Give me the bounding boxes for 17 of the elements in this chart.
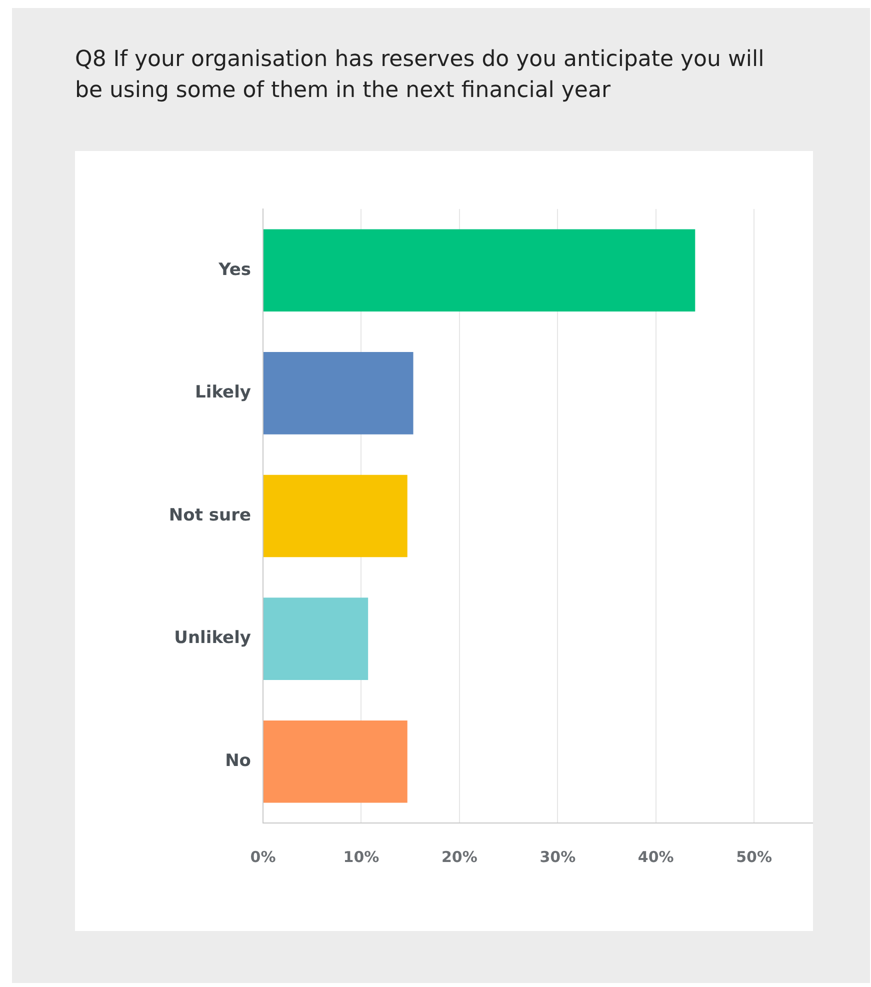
x-tick-label: 50% bbox=[736, 848, 772, 866]
bar bbox=[264, 229, 696, 312]
x-tick-label: 30% bbox=[540, 848, 576, 866]
x-tick-label: 40% bbox=[638, 848, 674, 866]
y-tick-label: Likely bbox=[195, 382, 251, 403]
y-tick-label: No bbox=[225, 751, 251, 772]
x-tick-label: 10% bbox=[343, 848, 380, 866]
bar bbox=[264, 598, 368, 680]
x-tick-label: 20% bbox=[441, 848, 478, 866]
y-tick-label: Unlikely bbox=[174, 628, 251, 648]
bar bbox=[264, 352, 414, 434]
y-tick-label: Yes bbox=[218, 260, 251, 280]
bar bbox=[264, 720, 408, 803]
x-tick-label: 0% bbox=[250, 848, 276, 866]
bar bbox=[264, 474, 408, 558]
y-tick-label: Not sure bbox=[168, 505, 251, 526]
chart-title: Q8 If your organisation has reserves do you anticipate you will be using some of them in the next financial year bbox=[75, 46, 766, 105]
